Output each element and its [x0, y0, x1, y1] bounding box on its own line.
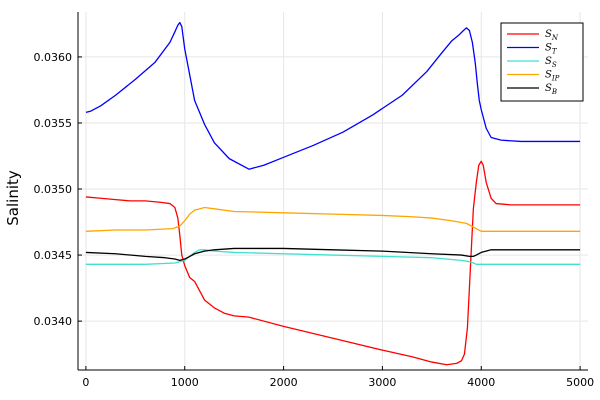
axes: [77, 12, 588, 371]
y-tick-label: 0.0350: [34, 183, 73, 196]
legend-label: SN: [545, 29, 559, 42]
series-line-s-n: [85, 160, 581, 366]
series-line-s-b: [85, 247, 581, 261]
series-line-s-ip: [85, 206, 581, 232]
legend-label: SIP: [545, 70, 560, 83]
series-layer: [85, 21, 581, 366]
x-tick-label: 3000: [368, 376, 396, 389]
legend-label: SS: [545, 56, 557, 69]
y-tick-label: 0.0360: [34, 51, 73, 64]
series-line-s-t: [85, 21, 581, 170]
x-axis-ticks: 0 1000 2000 3000 4000 5000: [82, 366, 594, 389]
y-tick-label: 0.0355: [34, 117, 73, 130]
y-axis-ticks: 0.0340 0.0345 0.0350 0.0355 0.0360: [34, 51, 82, 328]
series-line-s-s: [85, 249, 581, 265]
legend-box: [500, 22, 584, 102]
legend-label: ST: [545, 43, 558, 56]
x-tick-label: 0: [82, 376, 89, 389]
y-axis-title: Salinity: [4, 170, 22, 226]
x-tick-label: 1000: [171, 376, 199, 389]
y-tick-label: 0.0345: [34, 249, 73, 262]
y-tick-label: 0.0340: [34, 315, 73, 328]
x-tick-label: 5000: [566, 376, 594, 389]
legend-label: SB: [545, 83, 557, 96]
x-tick-label: 4000: [467, 376, 495, 389]
x-tick-label: 2000: [270, 376, 298, 389]
